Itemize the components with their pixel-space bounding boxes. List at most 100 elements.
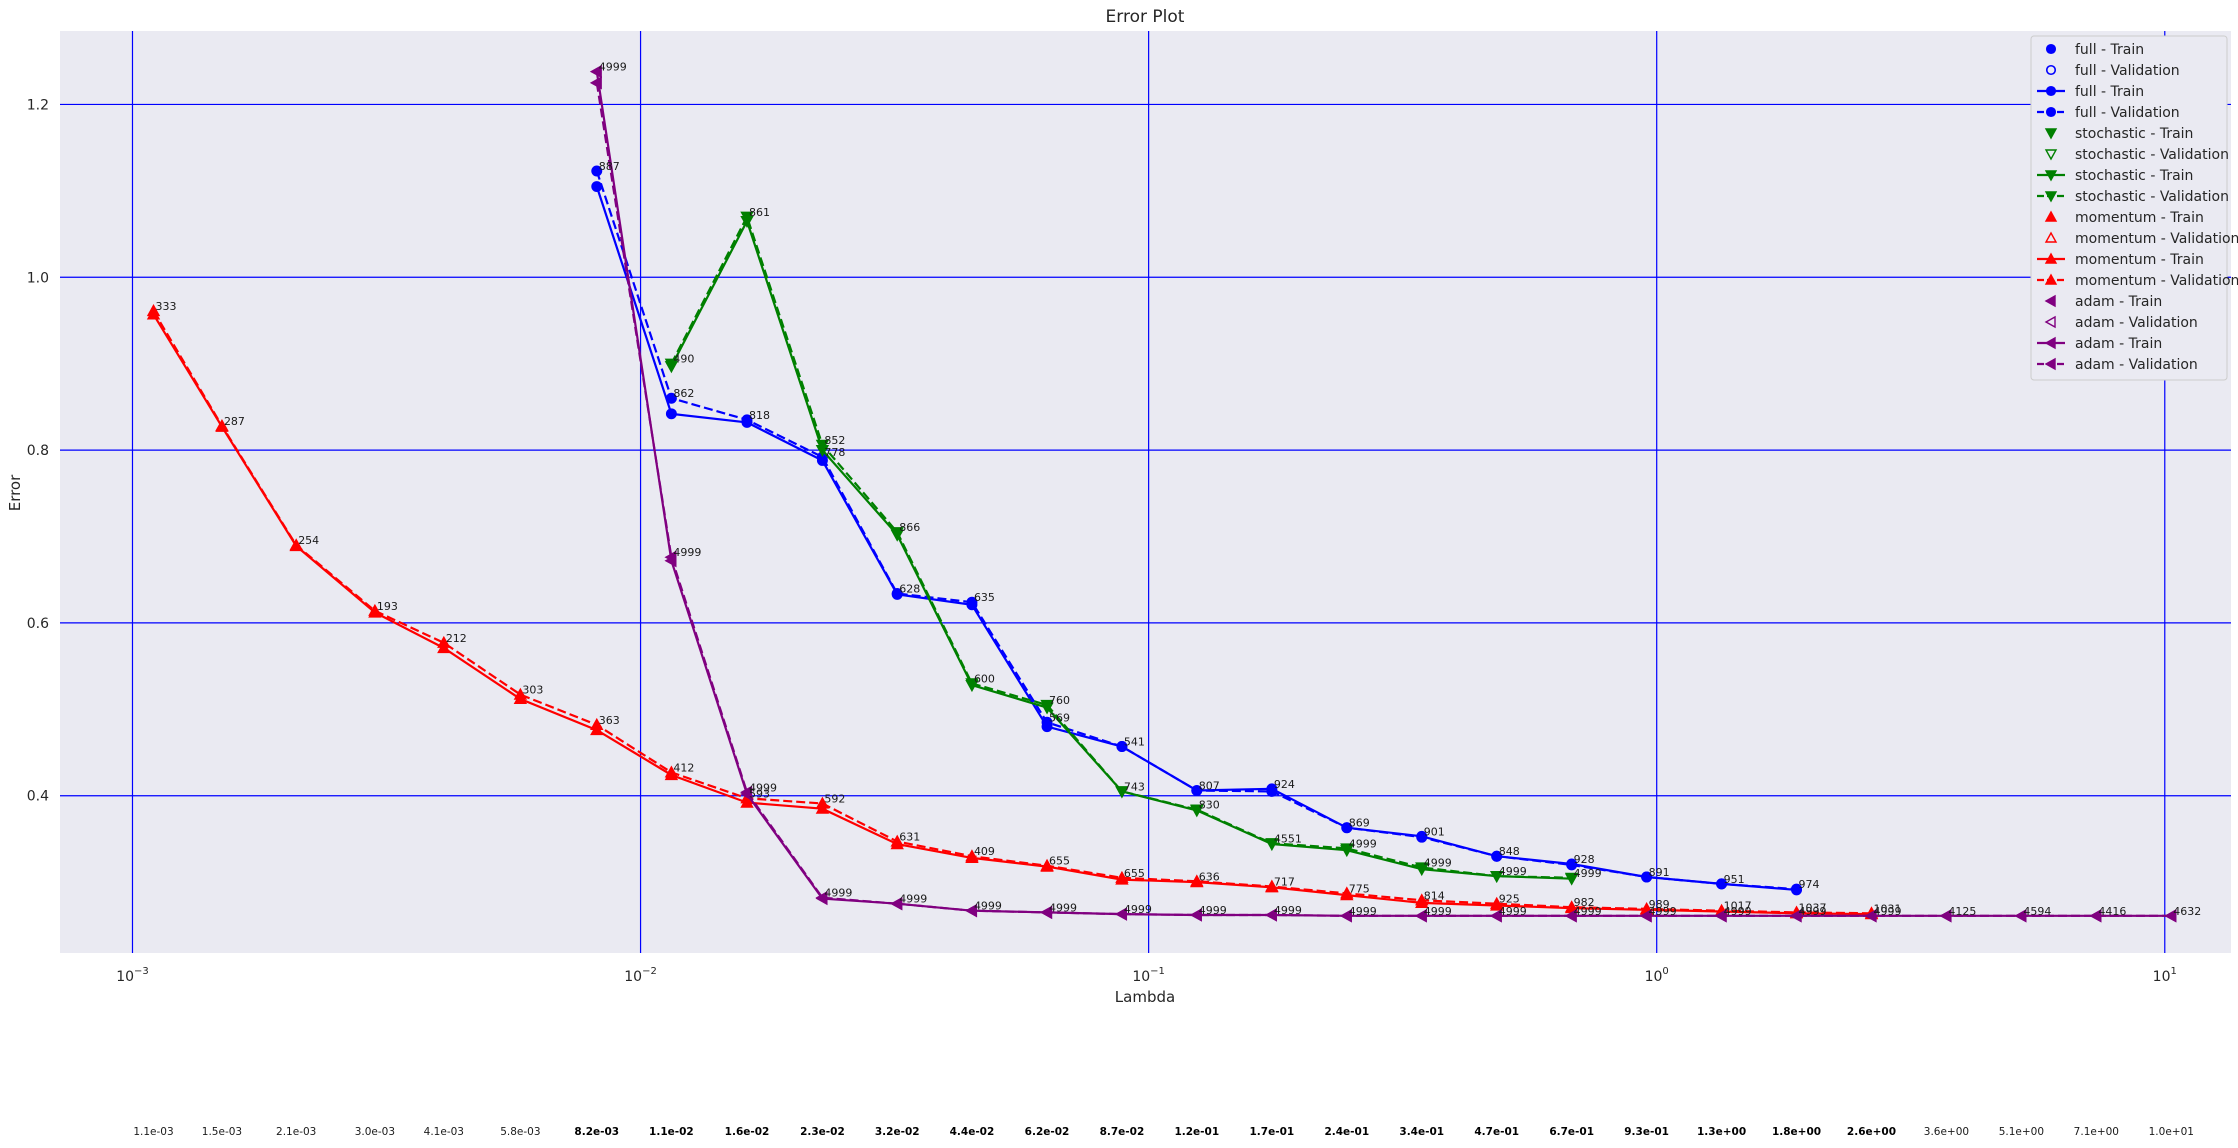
full-train-point: [966, 599, 978, 611]
momentum-train-point: [368, 605, 382, 618]
momentum-train-point: [740, 795, 754, 808]
full-iteration-label: 924: [1274, 778, 1295, 791]
stochastic-iteration-label: 861: [749, 206, 770, 219]
adam-iteration-label: 4999: [1799, 905, 1827, 918]
stochastic-iteration-label: 4999: [1499, 865, 1527, 878]
legend-item: momentum - Train: [2044, 210, 2204, 226]
legend-item: full - Train: [2045, 42, 2144, 58]
momentum-train-point: [215, 419, 229, 432]
y-tick-label: 1.0: [27, 270, 49, 286]
legend-label: momentum - Train: [2075, 252, 2204, 268]
triangle-left-icon: [2044, 294, 2056, 308]
full-train-point: [1566, 858, 1578, 870]
full-iteration-label: 887: [599, 160, 620, 173]
stochastic-train-point: [1115, 786, 1129, 799]
lambda-tick-label: 5.8e-03: [500, 1126, 540, 1138]
legend-label: full - Validation: [2075, 63, 2180, 79]
adam-train-point: [2164, 909, 2177, 923]
y-tick-label: 1.2: [27, 97, 49, 113]
stochastic-iteration-label: 4999: [1574, 867, 1602, 880]
legend-label: momentum - Train: [2075, 210, 2204, 226]
momentum-iteration-label: 592: [824, 793, 845, 806]
series-full: [591, 165, 1803, 896]
legend-label: stochastic - Train: [2075, 168, 2193, 184]
momentum-iteration-label: 1037: [1799, 901, 1827, 914]
lambda-tick-label: 4.1e-03: [424, 1126, 464, 1138]
adam-train-point: [1040, 905, 1053, 920]
momentum-train-point: [815, 801, 830, 814]
momentum-iteration-label: 631: [899, 831, 920, 844]
circle-icon: [2045, 106, 2057, 118]
adam-iteration-label: 4999: [1499, 905, 1527, 918]
stochastic-iteration-label: 4999: [1349, 837, 1377, 850]
lambda-tick-label: 4.7e-01: [1474, 1126, 1519, 1138]
momentum-iteration-label: 412: [673, 761, 694, 774]
stochastic-train-point: [664, 361, 679, 374]
adam-iteration-label: 4999: [1124, 903, 1152, 916]
momentum-train-point: [1265, 880, 1279, 893]
circle-icon: [2045, 64, 2057, 76]
y-tick-label: 0.8: [27, 443, 49, 459]
adam-iteration-label: 4999: [1274, 904, 1302, 917]
momentum-iteration-label: 1031: [1873, 902, 1901, 915]
lambda-tick-label: 1.2e-01: [1174, 1126, 1219, 1138]
y-axis-label: Error: [6, 474, 24, 511]
stochastic-train-point: [1415, 864, 1429, 877]
legend-item: momentum - Validation: [2044, 231, 2238, 247]
lambda-tick-label: 6.2e-02: [1025, 1126, 1070, 1138]
triangle-up-icon: [2044, 210, 2058, 222]
triangle-left-icon: [2044, 336, 2056, 350]
full-train-point: [1341, 822, 1353, 834]
full-iteration-label: 974: [1799, 878, 1820, 891]
adam-iteration-label: 4999: [1349, 905, 1377, 918]
triangle-up-icon: [2044, 252, 2058, 264]
momentum-train-point: [890, 837, 904, 850]
momentum-iteration-label: 636: [1199, 870, 1220, 883]
full-train-point: [1491, 850, 1503, 862]
legend-label: stochastic - Train: [2075, 126, 2193, 142]
full-iteration-label: 848: [1499, 845, 1520, 858]
stochastic-iteration-label: 600: [974, 672, 995, 685]
stochastic-iteration-label: 866: [899, 521, 920, 534]
full-train-point: [591, 181, 603, 193]
triangle-down-icon: [2044, 170, 2058, 182]
circle-icon: [2045, 85, 2057, 97]
momentum-iteration-label: 212: [446, 632, 467, 645]
adam-train-point: [1414, 909, 1427, 923]
lambda-tick-label: 1.0e+01: [2149, 1126, 2194, 1138]
adam-train-point: [890, 897, 903, 911]
momentum-train-point: [1040, 859, 1054, 872]
legend-label: adam - Validation: [2075, 315, 2198, 331]
legend-item: adam - Validation: [2044, 315, 2198, 331]
x-tick-label: 10−2: [624, 966, 657, 985]
legend-item: adam - Train: [2037, 336, 2162, 352]
legend-label: momentum - Validation: [2075, 231, 2238, 247]
momentum-iteration-label: 363: [599, 714, 620, 727]
legend-item: stochastic - Train: [2037, 168, 2193, 184]
stochastic-train-point: [890, 529, 904, 542]
adam-train-point: [589, 64, 602, 79]
series-layer: [146, 64, 2177, 923]
stochastic-train-point: [1490, 870, 1504, 884]
lambda-tick-label: 3.6e+00: [1924, 1126, 1969, 1138]
stochastic-train-point: [740, 216, 754, 229]
adam-train-point: [1339, 909, 1352, 923]
full-iteration-label: 869: [1349, 817, 1370, 830]
momentum-train-point: [1190, 875, 1204, 888]
adam-iteration-label: 4999: [1424, 905, 1452, 918]
momentum-iteration-label: 1017: [1724, 900, 1752, 913]
adam-train-point: [1864, 909, 1877, 923]
momentum-train-point: [513, 692, 528, 705]
full-iteration-label: 951: [1724, 873, 1745, 886]
legend-item: adam - Train: [2044, 294, 2162, 310]
momentum-iteration-label: 409: [974, 845, 995, 858]
lambda-tick-label: 1.3e+00: [1697, 1126, 1746, 1138]
x-axis-label: Lambda: [1115, 988, 1175, 1006]
full-train-point: [741, 416, 753, 428]
stochastic-iteration-label: 830: [1199, 799, 1220, 812]
lambda-tick-label: 3.4e-01: [1399, 1126, 1444, 1138]
full-train-point: [1791, 884, 1803, 896]
adam-iteration-label: 4999: [599, 61, 627, 74]
adam-train-point: [2089, 909, 2102, 923]
